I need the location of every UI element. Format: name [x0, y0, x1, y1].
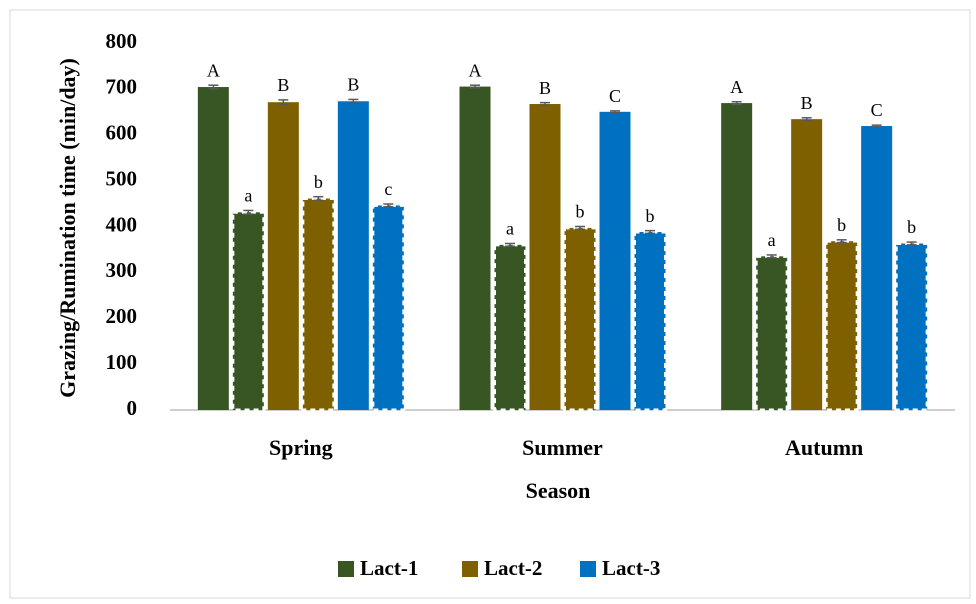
- significance-letter: b: [837, 215, 846, 235]
- legend-swatch: [338, 561, 354, 577]
- y-tick-label: 200: [106, 304, 138, 328]
- rumination-bar: [301, 197, 336, 412]
- y-tick-label: 500: [106, 166, 138, 190]
- significance-letter: b: [576, 202, 585, 222]
- significance-letter: b: [314, 172, 323, 192]
- grazing-bar: [599, 111, 631, 410]
- y-tick-label: 100: [106, 350, 138, 374]
- y-tick-label: 300: [106, 258, 138, 282]
- rumination-bar: [754, 254, 789, 412]
- rumination-bar: [563, 226, 597, 412]
- y-tick-label: 600: [106, 121, 138, 145]
- significance-letter: a: [506, 219, 514, 239]
- grazing-bar: [529, 104, 561, 411]
- rumination-bar: [493, 243, 527, 412]
- significance-letter: C: [609, 86, 621, 106]
- grazing-bar: [721, 103, 753, 410]
- significance-letter: B: [347, 75, 359, 95]
- rumination-bar: [633, 230, 667, 412]
- y-tick-label: 0: [127, 396, 138, 420]
- y-tick-label: 800: [106, 29, 138, 53]
- significance-letter: B: [801, 93, 813, 113]
- significance-letter: c: [384, 179, 392, 199]
- significance-letter: b: [907, 217, 916, 237]
- y-axis-label: Grazing/Rumination time (min/day): [55, 58, 80, 398]
- grazing-bar: [861, 126, 893, 410]
- y-tick-label: 700: [106, 75, 138, 99]
- legend-swatch: [580, 561, 596, 577]
- x-axis-label: Season: [526, 478, 591, 503]
- significance-letter: B: [539, 78, 551, 98]
- significance-letter: A: [207, 60, 220, 80]
- legend-swatch: [462, 561, 478, 577]
- grazing-bar: [791, 119, 823, 410]
- grazing-bar: [337, 101, 369, 410]
- rumination-bar: [824, 239, 859, 412]
- x-tick-label: Summer: [522, 435, 603, 460]
- x-tick-label: Spring: [269, 435, 333, 460]
- significance-letter: a: [244, 186, 252, 206]
- significance-letter: A: [730, 77, 743, 97]
- rumination-bar: [894, 241, 929, 412]
- y-tick-label: 400: [106, 212, 138, 236]
- x-tick-label: Autumn: [785, 435, 863, 460]
- grazing-bar: [459, 86, 491, 411]
- grazing-bar: [197, 87, 229, 410]
- significance-letter: A: [469, 60, 482, 80]
- rumination-bar: [231, 210, 266, 412]
- legend-label: Lact-1: [360, 556, 418, 580]
- significance-letter: B: [277, 75, 289, 95]
- legend-label: Lact-3: [602, 556, 660, 580]
- legend-label: Lact-2: [484, 556, 542, 580]
- grazing-bar: [267, 102, 299, 411]
- significance-letter: b: [646, 206, 655, 226]
- rumination-bar: [371, 203, 406, 412]
- significance-letter: a: [768, 230, 776, 250]
- significance-letter: C: [871, 100, 883, 120]
